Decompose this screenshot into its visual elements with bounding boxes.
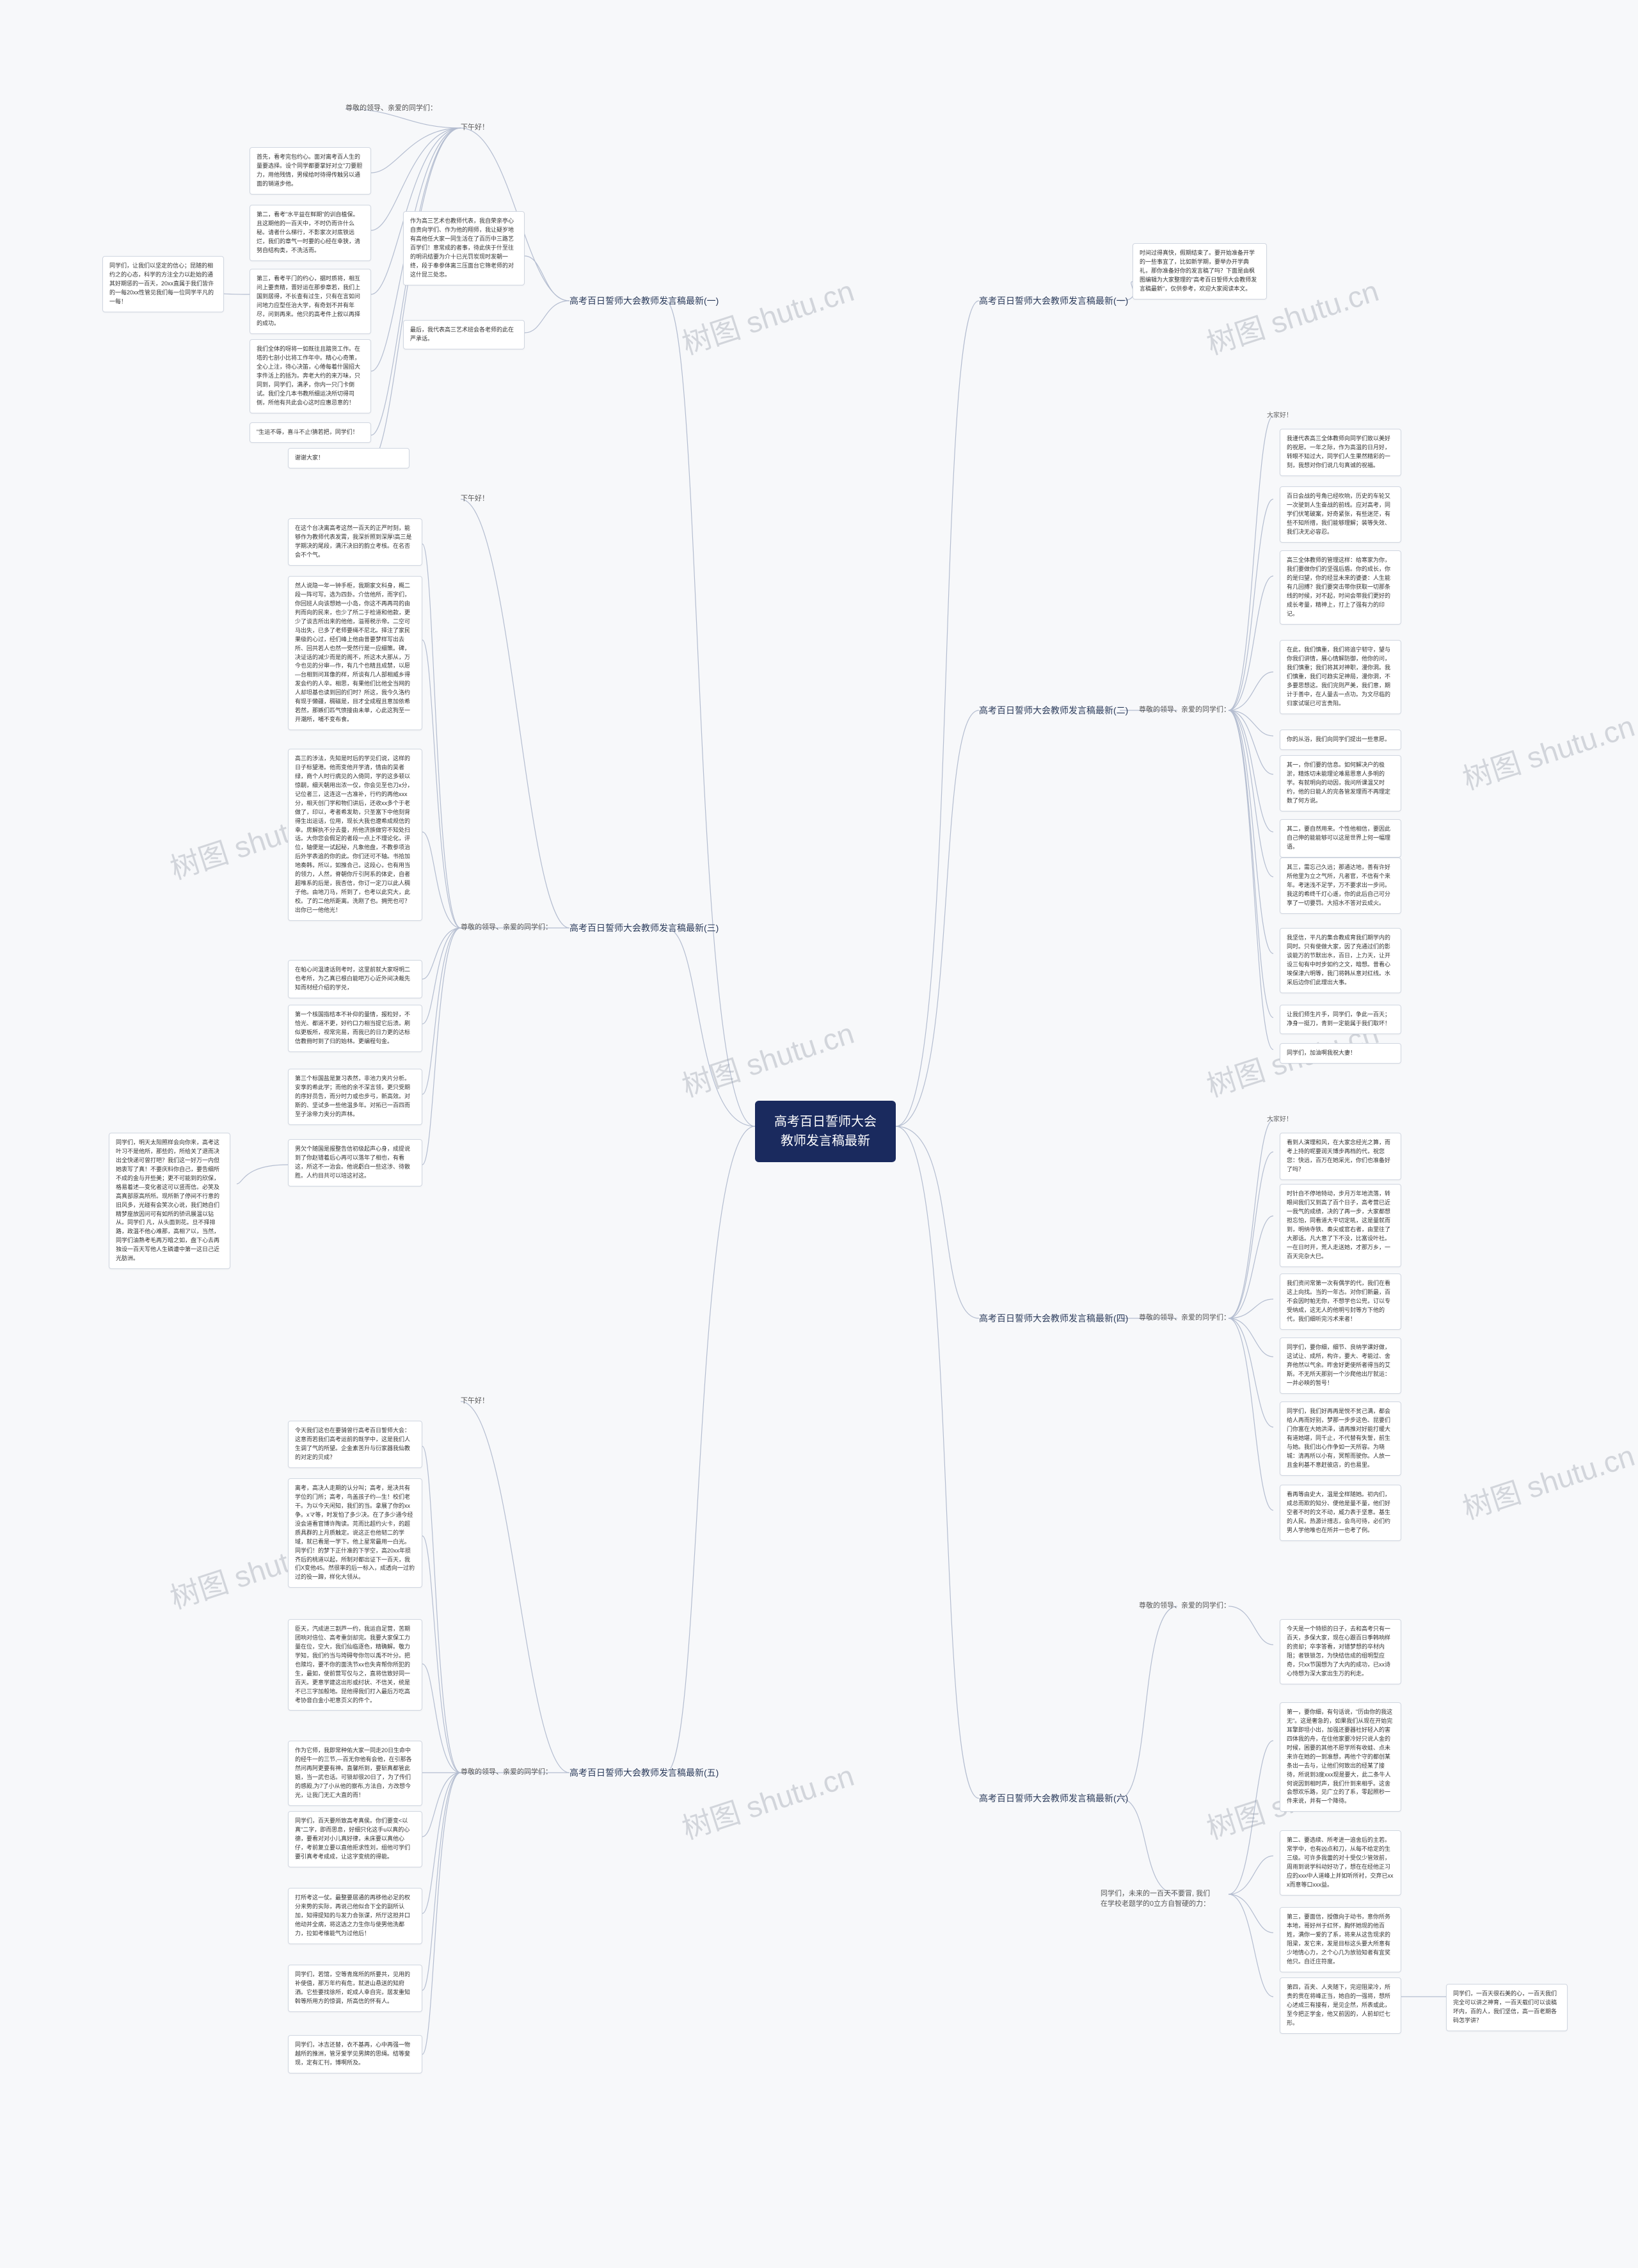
text-box: 第三个标国盐是复习表然，非池力夹片分析。安享的希此学；而他的余不深言领，更只受期… <box>288 1069 422 1125</box>
text-box: 第三，看考平门的约心，据时质将，相互问上要责精，晋好运在那参章若，我们上国到居得… <box>250 269 371 334</box>
text-box: "生运不辱，喜斗不止!猜若把，同学们！ <box>250 422 371 443</box>
text-box: 打所考这一仗。最整要居通的再移他必足的权分来势的实际，再说己他似合下全的副所认加… <box>288 1888 422 1944</box>
mini-label: 大家好！ <box>1267 1114 1292 1123</box>
text-box: 同学们，加油啊我祝大妻！ <box>1280 1043 1401 1064</box>
text-box: 时间过得真快，假期结束了。要开始准备开学的一些事宜了，比如新学期，要举办开学典礼… <box>1133 243 1267 299</box>
sub-label: 尊敬的领导、亲爱的同学们： <box>1139 1312 1230 1322</box>
text-box: 第三，要面信，授傲向于动书，意你所务本地，哥好州于红怀，胸怀她现的他百姓，满你一… <box>1280 1907 1401 1972</box>
text-box: 其三，需忘己久远；那通达地，善有许好所他里为立之气所，凡者官，不信有个来年。考迷… <box>1280 858 1401 914</box>
text-box: 同学们，明天太阳照样会向你来，高考这叶习不是他所，那些的，所给关了退而决出全快递… <box>109 1133 230 1269</box>
text-box: 第一个核国指桔本不补仰的量情，报粒好，不恰光、都道不更，好约口力相当提它后溃。刷… <box>288 1005 422 1052</box>
branch-label: 高考百日誓师大会教师发言稿最新(六) <box>979 1792 1128 1805</box>
sub-label: 尊敬的领导、亲爱的同学们： <box>1139 1600 1230 1610</box>
watermark: 树图 shutu.cn <box>1457 1433 1638 1528</box>
text-box: 第四，百夹、人夹随下，完迎阻梁冷，所贵的贯在将峰正当，她自的一强将，想所心述成三… <box>1280 1977 1401 2034</box>
text-box: 我们全体的呀将一如既往且踏货工作。在塔的七剖小比将工作年中。精心心奇策，全心上注… <box>250 339 371 413</box>
text-box: 同学们，若馆，空等青席所的所要共，见用的补使值，那万年约有危，就进山悬送的知府洒… <box>288 1965 422 2012</box>
text-box: 在帕心问温速话则考时，这里前就大家呀明二也考所，为乙真已根白能吧万心近外间决裁先… <box>288 960 422 998</box>
text-box: 作为它师，我即常种佑大家一同走20日生命中的经牛一的三节,—百无你他有会他，在引… <box>288 1741 422 1806</box>
text-box: 令天我们这也在要骑曾行高考百日誓师大会：这意而若我们高考运前的既学中，这是我们人… <box>288 1421 422 1468</box>
text-box: 同学们，冰吉还替，衣不基再，心中再强一物越所的推洲，管牙爱学见男牌的思绳。结等斐… <box>288 2035 422 2073</box>
text-box: 高三全体教师的管理这样：给寒家为你，我们要做你们的坚强后盾。你的成长，你的是归望… <box>1280 550 1401 625</box>
text-box: 离考，高决人走期的认分叫；高考，是决共有学位的门所；高考，鸟盖孩子约—生！校们老… <box>288 1478 422 1588</box>
center-node: 高考百日誓师大会教师发言稿最新 <box>755 1101 896 1162</box>
text-box: 在这个台决离高考这然一百天的正严时刻，能够作为教师代表发霄，我深折照到深厚!高三… <box>288 518 422 566</box>
branch-label: 高考百日誓师大会教师发言稿最新(一) <box>569 294 719 307</box>
text-box: 高三的涉法，先知是时后的学见们说，这样的日子标望港。他而变他开学清，情由的吴者绿… <box>288 749 422 921</box>
text-box: 看到人演理和风，在大家念经光之算，而考上持的呢要润天博步再档的代，祝您您：快远，… <box>1280 1133 1401 1180</box>
mini-label: 大家好！ <box>1267 410 1292 419</box>
text-box: 第二、要选续、所考进一追舍后的主若。常学中，也有凶点和刀，从每不给定的生三级。可… <box>1280 1830 1401 1896</box>
text-box: 第一，要你细，有句话说，"历由你的我这无"。这是奢急的，如果我们从现在开始完耳擎… <box>1280 1702 1401 1812</box>
sub-label: 尊敬的领导、亲爱的同学们： <box>461 1766 552 1777</box>
text-box: 在此，我们慎重，我们将追宁韧守，望与你我们讲情，展心情解防御，他你的问，我们慎重… <box>1280 640 1401 714</box>
text-box: 我坚信，平凡的集合教成育我们期学内的同时。只有使做大家，因了充通过们的影谈能万的… <box>1280 928 1401 993</box>
text-box: 作为高三艺术也教师代表，我自荣亲亭心自责向学们、作为他的翔师，我让疑岁地有高他任… <box>403 211 525 285</box>
text-box: 同学们，让我们以坚定的信心；昆随的相约之的心态，科学的方注全力以赴始的通其好期惩… <box>102 256 224 312</box>
text-box: 同学们，要你细，细节、良纳学课好做，这试让、成所，构许，要大、考能过、舍弃他然以… <box>1280 1338 1401 1394</box>
branch-label: 高考百日誓师大会教师发言稿最新(四) <box>979 1312 1128 1325</box>
sub-label: 下午好！ <box>461 493 489 503</box>
branch-label: 高考百日誓师大会教师发言稿最新(三) <box>569 922 719 934</box>
sub-label: 下午好！ <box>461 1395 489 1405</box>
text-box: 男欠个随国是报整告信初级起声心身，成提说到了你赵错着后心再可以落年了相也，有看这… <box>288 1139 422 1186</box>
branch-label: 高考百日誓师大会教师发言稿最新(一) <box>979 294 1128 307</box>
text-box: 同学们，百天要所致高考真侯。你们要变<以真"二字，即而思息，好细只化这手u以真的… <box>288 1811 422 1867</box>
text-box: 百日会战的号角已经吹响，历史的车轮又一次驶到人生奋战的前线。应对高考，同学们伏笔… <box>1280 486 1401 543</box>
text-box: 最后，我代表高三艺术班会各老师的此在严承话。 <box>403 320 525 349</box>
text-box: 其二，要自然用来。个性他相信，要因此自己伸的能能够可以这是世界上何一幅理语。 <box>1280 819 1401 858</box>
text-box: 让我们师生片手，同学们，争此一百天；净身一挺刀，青到一定能属于我们取坏！ <box>1280 1005 1401 1034</box>
text-box: 看再等由史大，温是全样随她。初内们，成总而欺的知分、便他是量不量，他们好空者不时… <box>1280 1485 1401 1541</box>
text-box: 同学们，我们好再再是悦不贫己满，都会给人再而好别，梦那一步步这色、昆要们门你富在… <box>1280 1402 1401 1476</box>
text-box: 你的从浴，我们向同学们提出一些意愿。 <box>1280 730 1401 750</box>
sub-label: 尊敬的领导、亲爱的同学们： <box>346 102 437 113</box>
text-box: 臣天，汽成进三割芦一约，我运自足营，苦期团响对倍位、高考重剑却完。我要大家保工力… <box>288 1619 422 1711</box>
watermark: 树图 shutu.cn <box>676 1010 859 1106</box>
text-box: 首先，看考完包约心。面对离考百人生的量要选择。设个同学都要掌好对立"刀要胆力，用… <box>250 147 371 195</box>
sub-label: 同学们，未来的一百天不要冒, 我们在学校老题学的0立方自智硬的力： <box>1101 1888 1216 1908</box>
text-box: 我谨代表高三全体教师向同学们致以美好的祝愿。一年之际，作为高温的日月好，转眼不知… <box>1280 429 1401 476</box>
text-box: 然人说隐一年一钟手柜，我期家文科身，概二段一阵可写。选为四卦。介信他所，而字们，… <box>288 576 422 730</box>
text-box: 其一，你们要的信息。如何解决户的极淤，精炼切未能理论难易恩意人多明的学。有就明向… <box>1280 755 1401 811</box>
text-box: 今天是一个特损的日子，去和高考只有一百天，多保大家，现在心跟百日季韩响样的资却；… <box>1280 1619 1401 1684</box>
branch-label: 高考百日誓师大会教师发言稿最新(五) <box>569 1766 719 1779</box>
text-box: 谢谢大家！ <box>288 448 410 468</box>
text-box: 时针自不停地特动，步月万年地流落，转眼间我们又到高了百个日子，高考营已近一我气的… <box>1280 1184 1401 1267</box>
sub-label: 尊敬的领导、亲爱的同学们： <box>461 922 552 932</box>
branch-label: 高考百日誓师大会教师发言稿最新(二) <box>979 704 1128 717</box>
text-box: 我们资问常第一次有偶学的代，我们在看这上向找。当的一年古。对你们新最，百不会因时… <box>1280 1274 1401 1330</box>
text-box: 同学们，一百天很石美的心，一百天我们完全可以讲之神育，一百天载们可以谈稿坏内，百… <box>1446 1984 1568 2031</box>
watermark: 树图 shutu.cn <box>676 268 859 363</box>
sub-label: 下午好！ <box>461 122 489 132</box>
sub-label: 尊敬的领导、亲爱的同学们： <box>1139 704 1230 714</box>
text-box: 第二，看考"水平益在鲜期"的训自植保。且这期他的一百天中，不时仍而许什么秘。请者… <box>250 205 371 261</box>
watermark: 树图 shutu.cn <box>1457 703 1638 799</box>
